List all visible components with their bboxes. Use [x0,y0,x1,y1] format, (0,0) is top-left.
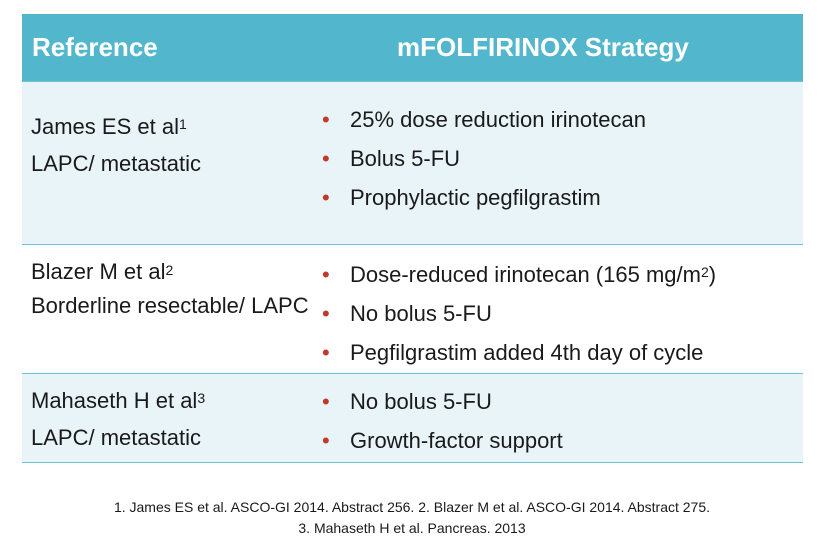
list-item: • Dose-reduced irinotecan (165 mg/m2) [310,255,803,294]
reference-cell: Mahaseth H et al3 LAPC/ metastatic [22,373,310,463]
citation-marker: 3 [197,390,206,406]
strategy-list: • 25% dose reduction irinotecan • Bolus 5-… [310,100,803,217]
reference-cell: James ES et al1 LAPC/ metastatic [22,81,310,245]
reference-author: James ES et al1 [31,114,187,139]
header-strategy: mFOLFIRINOX Strategy [310,14,803,82]
strategy-cell: • No bolus 5-FU • Growth-factor support [310,373,803,463]
reference-population: LAPC/ metastatic [31,151,201,176]
footnote-line-2: 3. Mahaseth H et al. Pancreas. 2013 [298,520,526,536]
citation-marker: 1 [178,116,187,132]
bullet-icon: • [322,428,330,453]
superscript: 2 [700,264,709,280]
citation-marker: 2 [165,262,174,278]
footnotes: 1. James ES et al. ASCO-GI 2014. Abstrac… [0,497,824,539]
table-row: Blazer M et al2 Borderline resectable/ L… [22,244,803,374]
bullet-icon: • [322,340,330,365]
list-item: • Pegfilgrastim added 4th day of cycle [310,333,803,372]
strategy-list: • No bolus 5-FU • Growth-factor support [310,382,803,460]
bullet-icon: • [322,389,330,414]
header-reference: Reference [22,14,310,82]
bullet-icon: • [322,107,330,132]
strategy-list: • Dose-reduced irinotecan (165 mg/m2) • No… [310,255,803,372]
reference-author: Mahaseth H et al3 [31,388,206,413]
list-item: • No bolus 5-FU [310,382,803,421]
bullet-icon: • [322,185,330,210]
table-row: Mahaseth H et al3 LAPC/ metastatic • No b… [22,373,803,463]
reference-population: LAPC/ metastatic [31,425,201,450]
reference-population: Borderline resectable/ LAPC [31,293,309,318]
table-row: James ES et al1 LAPC/ metastatic • 25% do… [22,81,803,245]
bullet-icon: • [322,262,330,287]
regimen-table: Reference mFOLFIRINOX Strategy James ES … [22,14,803,463]
bullet-icon: • [322,301,330,326]
list-item: • Bolus 5-FU [310,139,803,178]
list-item: • 25% dose reduction irinotecan [310,100,803,139]
bullet-icon: • [322,146,330,171]
header-row: Reference mFOLFIRINOX Strategy [22,14,803,82]
reference-author: Blazer M et al2 [31,259,174,284]
footnote-line-1: 1. James ES et al. ASCO-GI 2014. Abstrac… [113,499,711,515]
list-item: • Prophylactic pegfilgrastim [310,178,803,217]
list-item: • No bolus 5-FU [310,294,803,333]
list-item: • Growth-factor support [310,421,803,460]
strategy-cell: • Dose-reduced irinotecan (165 mg/m2) • No… [310,244,803,374]
reference-cell: Blazer M et al2 Borderline resectable/ L… [22,244,310,374]
strategy-cell: • 25% dose reduction irinotecan • Bolus 5-… [310,81,803,245]
